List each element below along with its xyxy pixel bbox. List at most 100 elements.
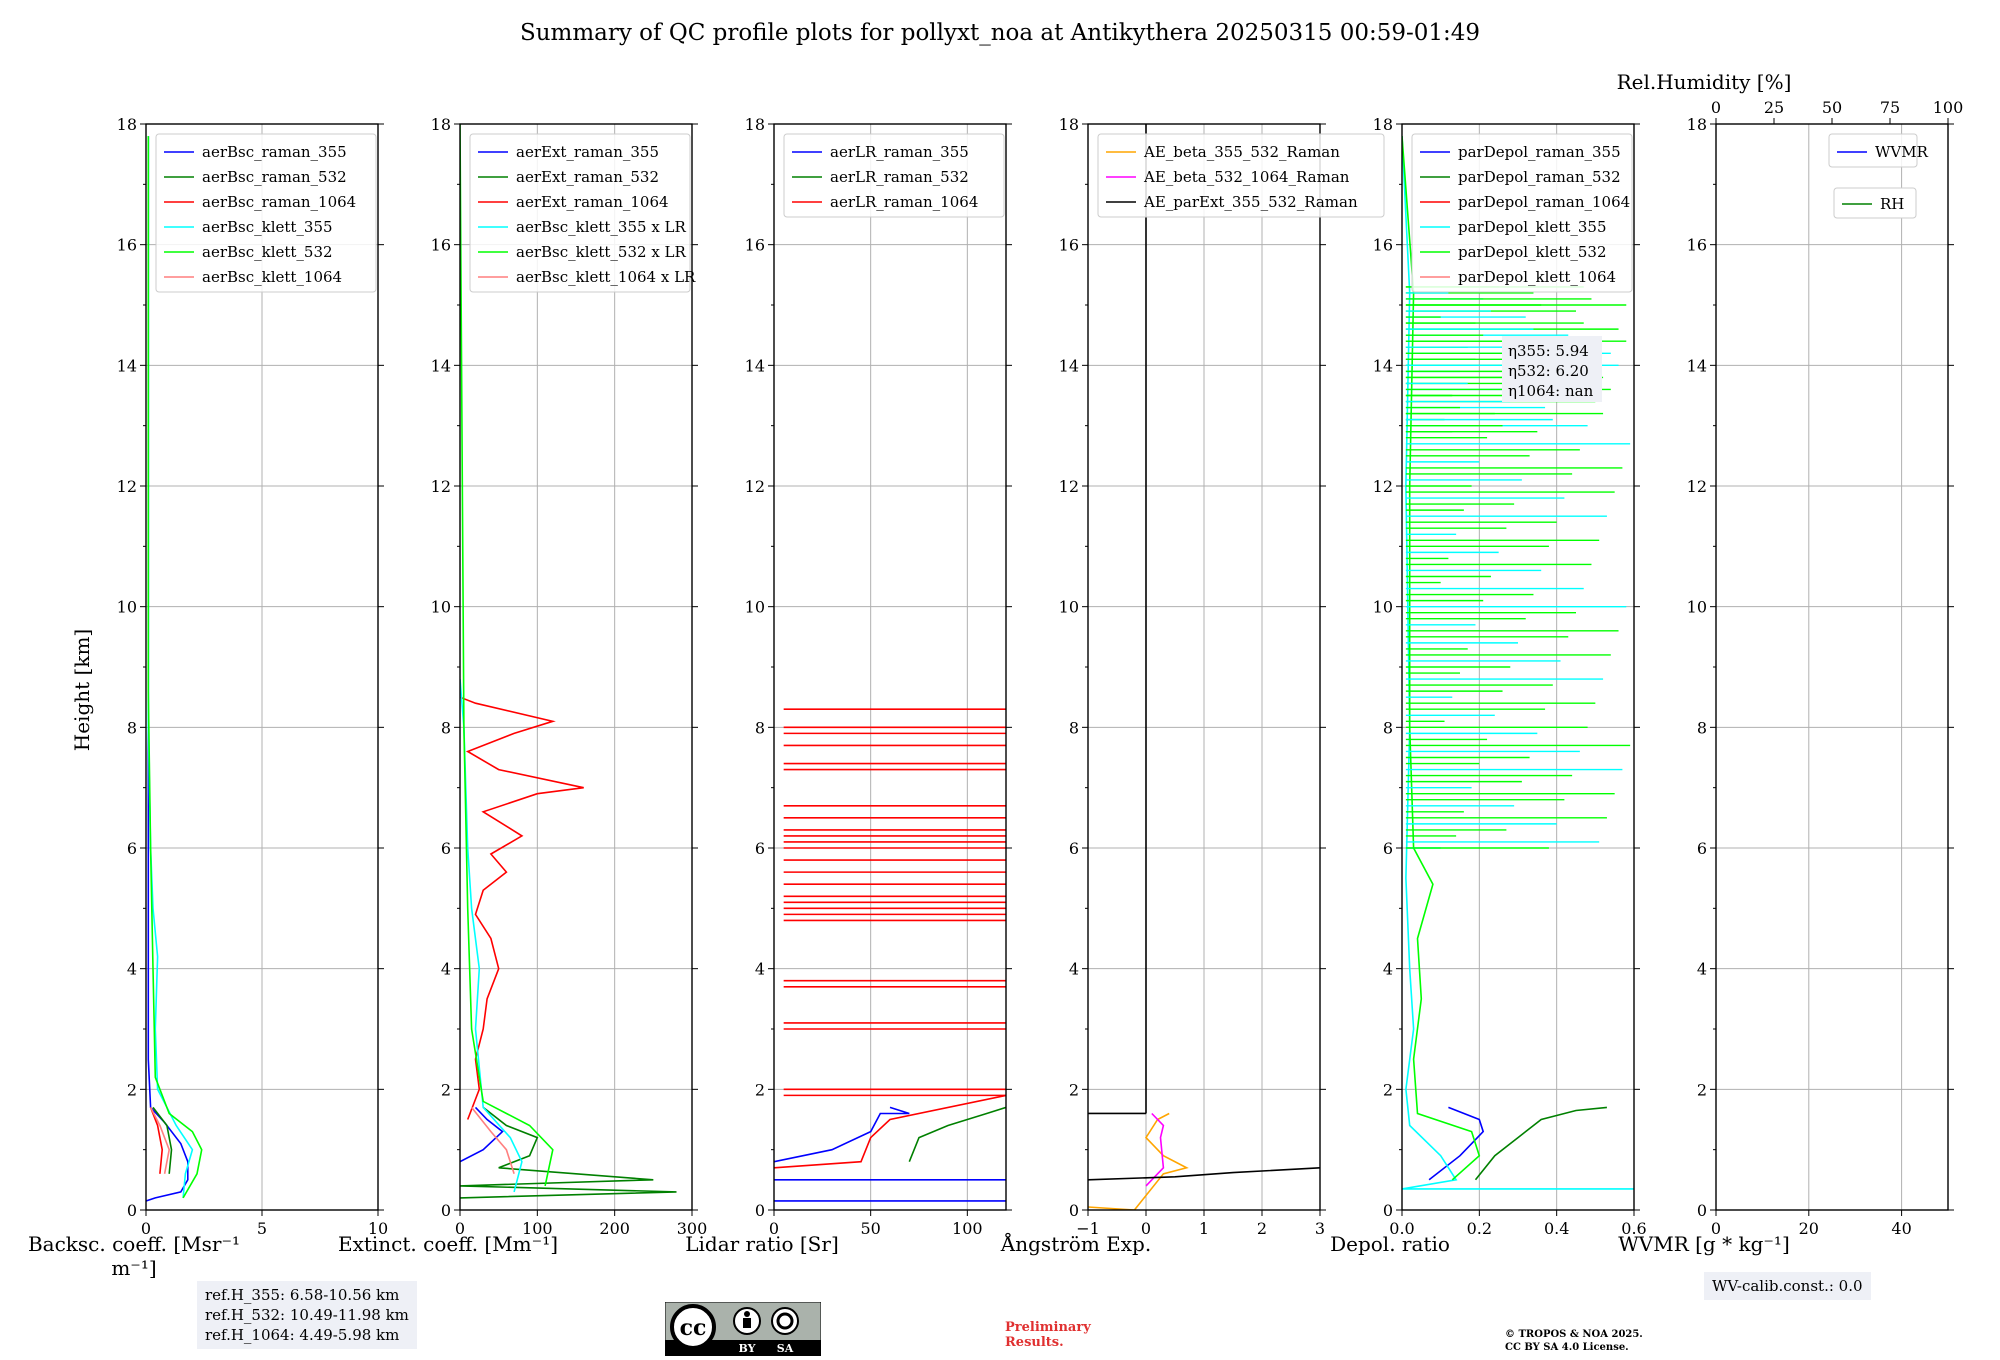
y-tick-label: 6: [1069, 839, 1079, 858]
y-tick-label: 6: [755, 839, 765, 858]
legend-label: aerExt_raman_355: [516, 143, 659, 161]
x-tick-label: 200: [599, 1219, 630, 1238]
legend-label: aerLR_raman_1064: [830, 193, 978, 211]
series-aerLR_raman_355: [774, 1106, 910, 1163]
reference-height-box: ref.H_355: 6.58-10.56 km ref.H_532: 10.4…: [197, 1281, 417, 1349]
legend-label: aerBsc_raman_1064: [202, 193, 356, 211]
panel-frame: [1715, 123, 1949, 1211]
series-AE_beta_532_1064_Raman: [1145, 1112, 1165, 1187]
x-tick-label: 40: [1891, 1219, 1911, 1238]
top-x-tick-label: 25: [1764, 98, 1784, 117]
y-tick-label: 2: [1383, 1080, 1393, 1099]
wv-calib-text: WV-calib.const.: 0.0: [1712, 1277, 1863, 1295]
copyright-line-2: CC BY SA 4.0 License.: [1505, 1342, 1629, 1353]
x-tick-label: 300: [677, 1219, 708, 1238]
x-tick-label: 10: [368, 1219, 388, 1238]
legend-label: AE_beta_355_532_Raman: [1143, 143, 1340, 161]
y-tick-label: 10: [431, 598, 451, 617]
x-tick-label: 0: [1141, 1219, 1151, 1238]
legend-label: parDepol_raman_1064: [1458, 193, 1630, 211]
panel-frame: [1401, 123, 1635, 1211]
y-tick-label: 0: [755, 1201, 765, 1220]
x-tick-label: 0.6: [1621, 1219, 1646, 1238]
wv-calib-box: WV-calib.const.: 0.0: [1704, 1272, 1871, 1300]
series-aerLR_raman_532: [908, 1106, 1006, 1162]
x-tick-label: 0.0: [1389, 1219, 1414, 1238]
y-tick-label: 8: [441, 718, 451, 737]
y-tick-label: 0: [127, 1201, 137, 1220]
legend-label: parDepol_raman_532: [1458, 168, 1621, 186]
series-aerExt_raman_532: [460, 1106, 677, 1199]
series-aerExt_raman_355: [460, 1106, 504, 1163]
legend-label: aerBsc_klett_355 x LR: [516, 218, 687, 236]
legend-label: parDepol_klett_355: [1458, 218, 1607, 236]
series-aerBsc_klett_532: [147, 136, 203, 1199]
y-tick-label: 16: [1687, 236, 1707, 255]
eta-box: [1502, 336, 1602, 402]
series-aerBsc_raman_532: [152, 1106, 173, 1174]
cc-sa-text: SA: [777, 1342, 794, 1355]
y-tick-label: 6: [441, 839, 451, 858]
xlabel-dep: Depol. ratio: [1330, 1232, 1450, 1256]
panel-frame: [145, 123, 379, 1211]
legend-label: aerBsc_klett_532 x LR: [516, 243, 687, 261]
top-x-tick-label: 0: [1711, 98, 1721, 117]
y-tick-label: 14: [117, 356, 137, 375]
x-tick-label: 20: [1799, 1219, 1819, 1238]
series-aerBsc_raman_1064: [149, 1107, 164, 1174]
xlabel-wv: WVMR [g * kg⁻¹]: [1618, 1232, 1790, 1256]
data-lines: [1088, 124, 1320, 1210]
y-tick-label: 14: [431, 356, 451, 375]
y-tick-label: 18: [1687, 115, 1707, 134]
legend-label: aerBsc_raman_532: [202, 168, 347, 186]
series-aerBsc_klett_1064: [149, 1107, 171, 1174]
legend-label: aerBsc_raman_355: [202, 143, 347, 161]
y-tick-label: 2: [1697, 1080, 1707, 1099]
x-tick-label: 0.2: [1467, 1219, 1492, 1238]
legend-depolarization: parDepol_raman_355 parDepol_raman_532 parD…: [1411, 133, 1633, 293]
rh-axis-label: Rel.Humidity [%]: [1616, 70, 1792, 94]
top-x-tick-label: 50: [1822, 98, 1842, 117]
y-tick-label: 0: [1383, 1201, 1393, 1220]
legend-label: aerBsc_klett_355: [202, 218, 333, 236]
cc-by-text: BY: [739, 1342, 756, 1355]
eta-value: η355: 5.94: [1508, 342, 1589, 360]
y-tick-label: 14: [1373, 356, 1393, 375]
series-aerExt_raman_1064: [460, 696, 584, 1120]
y-tick-label: 12: [117, 477, 137, 496]
x-tick-label: 0.4: [1544, 1219, 1569, 1238]
y-tick-label: 18: [745, 115, 765, 134]
y-tick-label: 18: [117, 115, 137, 134]
ref-height-1064: ref.H_1064: 4.49-5.98 km: [205, 1326, 400, 1344]
data-lines: [146, 136, 203, 1202]
legend-box: [1828, 133, 1918, 168]
eta-value: η532: 6.20: [1508, 362, 1589, 380]
cc-logo-text: cc: [680, 1315, 707, 1341]
y-tick-label: 2: [441, 1080, 451, 1099]
series-AE_beta_355_532_Raman: [1088, 1112, 1189, 1210]
y-tick-label: 8: [1697, 718, 1707, 737]
series-aerBsc_klett_532 x LR: [460, 124, 554, 1187]
y-tick-label: 8: [127, 718, 137, 737]
y-tick-label: 18: [1059, 115, 1079, 134]
legend-box: [783, 133, 1005, 218]
y-tick-label: 18: [1373, 115, 1393, 134]
legend-label: AE_beta_532_1064_Raman: [1143, 168, 1350, 186]
x-tick-label: 3: [1315, 1219, 1325, 1238]
preliminary-line-2: Results.: [1005, 1335, 1064, 1350]
series-parDepol_raman_532: [1474, 1106, 1607, 1181]
legend-label: parDepol_klett_532: [1458, 243, 1607, 261]
y-tick-label: 2: [1069, 1080, 1079, 1099]
legend-rh: RH: [1833, 187, 1917, 219]
legend-box: [155, 133, 377, 293]
y-tick-label: 6: [1697, 839, 1707, 858]
y-tick-label: 4: [441, 960, 451, 979]
panel-frame: [1087, 123, 1321, 1211]
y-tick-label: 12: [1373, 477, 1393, 496]
xlabel-bsc: Backsc. coeff. [Msr⁻¹ m⁻¹]: [27, 1232, 241, 1280]
x-tick-label: 0: [455, 1219, 465, 1238]
legend-water_vapour: WVMR: [1828, 133, 1929, 168]
legend-label: WVMR: [1875, 143, 1929, 161]
y-tick-label: 16: [117, 236, 137, 255]
